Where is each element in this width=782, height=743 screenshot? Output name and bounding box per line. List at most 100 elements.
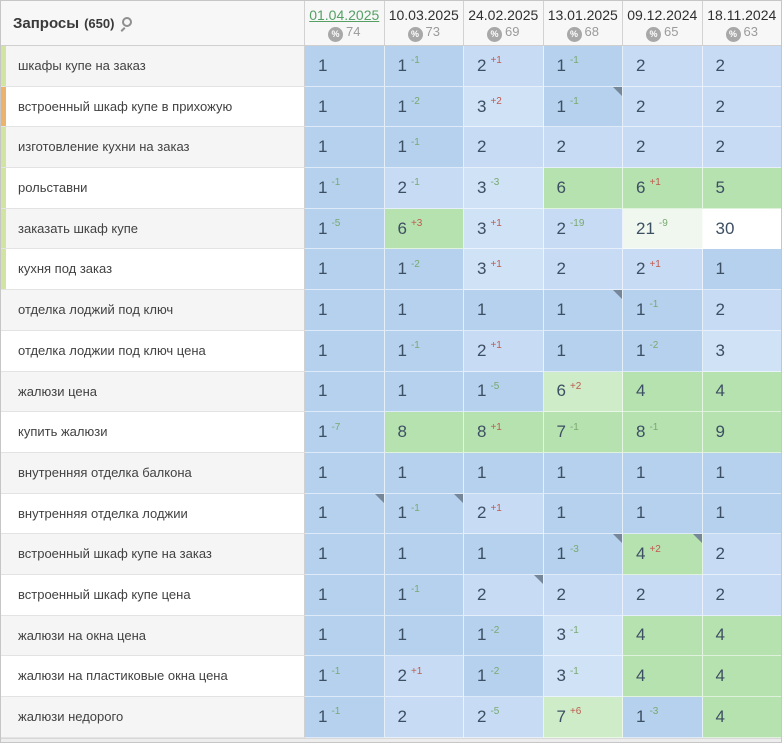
position-cell[interactable]: 1	[464, 452, 544, 494]
position-cell[interactable]: 1 -3	[543, 534, 623, 575]
keyword-cell[interactable]: заказать шкаф купе	[1, 208, 305, 250]
position-cell[interactable]: 3 -1	[543, 615, 623, 657]
position-cell[interactable]: 2	[464, 127, 544, 169]
date-link[interactable]: 10.03.2025	[388, 6, 459, 23]
position-cell[interactable]: 1	[543, 330, 623, 372]
keyword-cell[interactable]: внутренняя отделка балкона	[1, 452, 305, 494]
position-cell[interactable]: 1	[702, 493, 781, 535]
position-cell[interactable]: 1 -2	[464, 656, 544, 697]
position-cell[interactable]: 7 -1	[543, 412, 623, 453]
position-cell[interactable]: 1	[702, 452, 781, 494]
position-cell[interactable]: 1	[543, 452, 623, 494]
position-cell[interactable]: 1	[623, 452, 703, 494]
position-cell[interactable]: 3 +1	[464, 249, 544, 291]
position-cell[interactable]: 2	[702, 127, 781, 169]
position-cell[interactable]: 1	[305, 290, 385, 331]
position-cell[interactable]: 1	[384, 534, 464, 575]
date-link[interactable]: 01.04.2025	[309, 6, 380, 23]
position-cell[interactable]: 2 +1	[464, 330, 544, 372]
position-cell[interactable]: 30	[702, 208, 781, 250]
position-cell[interactable]: 1 -1	[543, 86, 623, 128]
position-cell[interactable]: 2	[623, 46, 703, 87]
position-cell[interactable]: 2	[702, 46, 781, 87]
percent-icon[interactable]: %	[407, 26, 423, 42]
position-cell[interactable]: 1 -2	[464, 615, 544, 657]
position-cell[interactable]: 4	[702, 371, 781, 413]
keyword-cell[interactable]: жалюзи на окна цена	[1, 615, 305, 657]
position-cell[interactable]: 4 +2	[623, 534, 703, 575]
position-cell[interactable]: 1	[305, 574, 385, 616]
position-cell[interactable]: 6	[543, 168, 623, 209]
position-cell[interactable]: 3 -3	[464, 168, 544, 209]
position-cell[interactable]: 1 -5	[305, 208, 385, 250]
position-cell[interactable]: 1	[305, 86, 385, 128]
percent-icon[interactable]: %	[566, 26, 582, 42]
position-cell[interactable]: 2 +1	[464, 46, 544, 87]
position-cell[interactable]: 2	[384, 697, 464, 738]
position-cell[interactable]: 2 -19	[543, 208, 623, 250]
keyword-cell[interactable]: встроенный шкаф купе в прихожую	[1, 86, 305, 128]
position-cell[interactable]: 1 -1	[384, 493, 464, 535]
search-icon[interactable]	[122, 16, 133, 27]
position-cell[interactable]: 1 -1	[384, 574, 464, 616]
date-link[interactable]: 09.12.2024	[627, 6, 698, 23]
percent-icon[interactable]: %	[646, 26, 662, 42]
position-cell[interactable]: 6 +2	[543, 371, 623, 413]
position-cell[interactable]: 4	[623, 371, 703, 413]
position-cell[interactable]: 4	[623, 656, 703, 697]
position-cell[interactable]: 1	[543, 290, 623, 331]
position-cell[interactable]: 1 -1	[384, 330, 464, 372]
position-cell[interactable]: 4	[702, 656, 781, 697]
position-cell[interactable]: 9	[702, 412, 781, 453]
position-cell[interactable]: 1	[384, 452, 464, 494]
keyword-cell[interactable]: отделка лоджий под ключ	[1, 290, 305, 331]
keyword-cell[interactable]: встроенный шкаф купе цена	[1, 574, 305, 616]
position-cell[interactable]: 1	[305, 371, 385, 413]
percent-icon[interactable]: %	[487, 26, 503, 42]
position-cell[interactable]: 1	[384, 290, 464, 331]
keyword-cell[interactable]: жалюзи цена	[1, 371, 305, 413]
position-cell[interactable]: 1	[305, 534, 385, 575]
horizontal-scrollbar[interactable]	[1, 737, 781, 742]
keyword-cell[interactable]: шкафы купе на заказ	[1, 46, 305, 87]
position-cell[interactable]: 1	[305, 493, 385, 535]
position-cell[interactable]: 1 -1	[305, 697, 385, 738]
position-cell[interactable]: 1	[384, 615, 464, 657]
position-cell[interactable]: 2	[702, 574, 781, 616]
date-link[interactable]: 24.02.2025	[468, 6, 539, 23]
position-cell[interactable]: 1	[305, 249, 385, 291]
position-cell[interactable]: 4	[623, 615, 703, 657]
position-cell[interactable]: 1	[464, 290, 544, 331]
position-cell[interactable]: 1	[384, 371, 464, 413]
percent-icon[interactable]: %	[328, 26, 344, 42]
keyword-cell[interactable]: встроенный шкаф купе на заказ	[1, 534, 305, 575]
position-cell[interactable]: 1	[305, 330, 385, 372]
position-cell[interactable]: 8 +1	[464, 412, 544, 453]
position-cell[interactable]: 2	[623, 574, 703, 616]
percent-icon[interactable]: %	[725, 26, 741, 42]
keyword-cell[interactable]: жалюзи на пластиковые окна цена	[1, 656, 305, 697]
position-cell[interactable]: 3 +2	[464, 86, 544, 128]
position-cell[interactable]: 8 -1	[623, 412, 703, 453]
position-cell[interactable]: 1 -3	[623, 697, 703, 738]
keyword-cell[interactable]: купить жалюзи	[1, 412, 305, 453]
keyword-cell[interactable]: кухня под заказ	[1, 249, 305, 291]
position-cell[interactable]: 2 +1	[623, 249, 703, 291]
position-cell[interactable]: 1 -2	[623, 330, 703, 372]
keyword-cell[interactable]: отделка лоджии под ключ цена	[1, 330, 305, 372]
position-cell[interactable]: 4	[702, 697, 781, 738]
position-cell[interactable]: 5	[702, 168, 781, 209]
keyword-cell[interactable]: рольставни	[1, 168, 305, 209]
position-cell[interactable]: 1	[305, 127, 385, 169]
position-cell[interactable]: 1 -1	[384, 127, 464, 169]
keyword-cell[interactable]: внутренняя отделка лоджии	[1, 493, 305, 535]
position-cell[interactable]: 2	[543, 127, 623, 169]
keyword-cell[interactable]: жалюзи недорого	[1, 697, 305, 738]
position-cell[interactable]: 2 -1	[384, 168, 464, 209]
position-cell[interactable]: 3 +1	[464, 208, 544, 250]
position-cell[interactable]: 2 -5	[464, 697, 544, 738]
position-cell[interactable]: 4	[702, 615, 781, 657]
position-cell[interactable]: 2	[623, 127, 703, 169]
position-cell[interactable]: 1 -7	[305, 412, 385, 453]
position-cell[interactable]: 1	[623, 493, 703, 535]
